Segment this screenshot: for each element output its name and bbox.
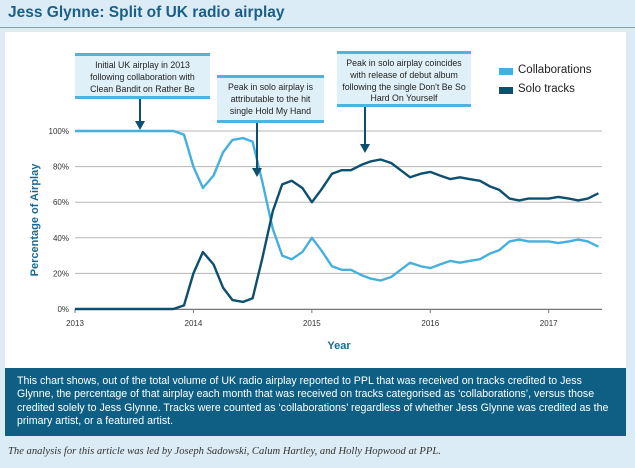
legend-swatch-solo-tracks: [499, 87, 513, 94]
x-tick-2013: 2013: [66, 319, 84, 328]
x-tick-2014: 2014: [185, 319, 203, 328]
x-tick-2015: 2015: [303, 319, 321, 328]
callout-2-bar-bottom: [217, 120, 324, 123]
callout-1-arrow-head: [135, 121, 145, 130]
callout-arrows: [135, 99, 370, 177]
x-tick-2016: 2016: [421, 319, 439, 328]
callout-2-bar: [217, 75, 324, 78]
callout-hold-my-hand: Peak in solo airplay is attributable to …: [217, 78, 324, 120]
y-tick-60: 60%: [53, 198, 69, 207]
callout-1-bar-bottom: [75, 96, 210, 99]
page-title: Jess Glynne: Split of UK radio airplay: [8, 4, 285, 21]
callout-3-bar: [337, 51, 471, 54]
callout-debut-album: Peak in solo airplay coincides with rele…: [337, 54, 471, 104]
series-line-collaborations: [75, 129, 599, 282]
y-axis-label: Percentage of Airplay: [29, 163, 41, 277]
y-tick-20: 20%: [53, 269, 69, 278]
y-tick-80: 80%: [53, 163, 69, 172]
legend-label-collaborations: Collaborations: [518, 64, 592, 76]
callout-3-bar-bottom: [337, 104, 471, 107]
x-tick-2017: 2017: [540, 319, 558, 328]
series-lines: [75, 129, 599, 311]
footnote: The analysis for this article was led by…: [8, 446, 441, 457]
chart-caption: This chart shows, out of the total volum…: [5, 368, 626, 436]
callout-1-bar: [75, 53, 210, 56]
y-tick-0: 0%: [57, 305, 69, 314]
y-tick-40: 40%: [53, 234, 69, 243]
series-line-solo-tracks: [75, 158, 599, 311]
legend-swatch-collaborations: [499, 68, 513, 75]
callout-collaboration: Initial UK airplay in 2013 following col…: [75, 56, 210, 96]
x-axis-label: Year: [327, 340, 351, 352]
x-tick-labels: 2013 2014 2015 2016 2017: [66, 309, 602, 328]
callout-2-arrow-head: [252, 168, 262, 177]
title-divider: [0, 27, 635, 28]
y-tick-100: 100%: [49, 127, 69, 136]
y-tick-labels: 0% 20% 40% 60% 80% 100%: [49, 127, 69, 314]
legend-label-solo-tracks: Solo tracks: [518, 83, 575, 95]
callout-3-arrow-head: [360, 144, 370, 153]
chart-gridlines: [75, 130, 602, 310]
